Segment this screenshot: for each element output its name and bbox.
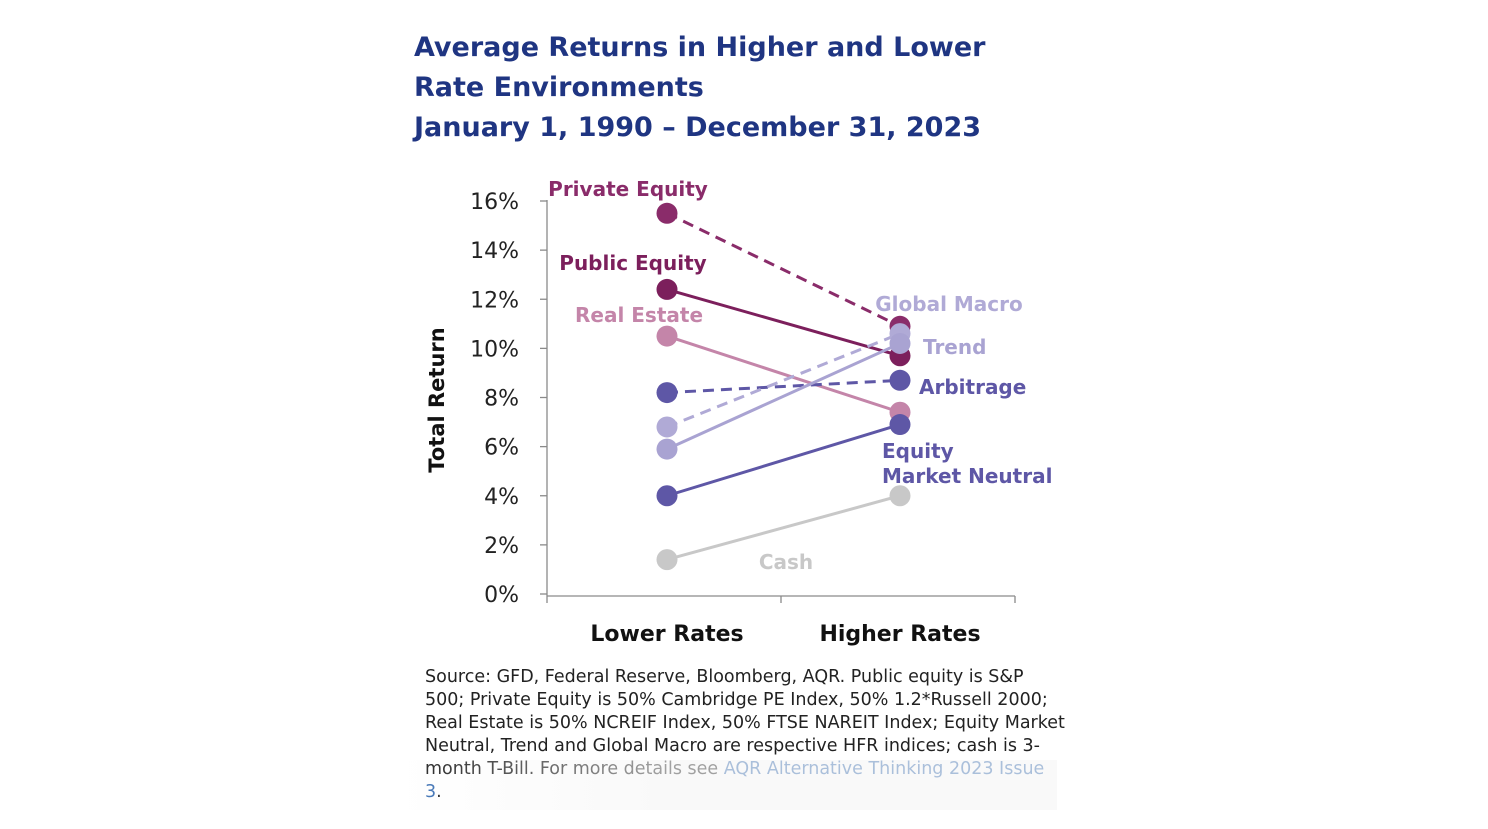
x-category-label: Higher Rates bbox=[819, 622, 980, 647]
y-tick-label: 16% bbox=[470, 190, 519, 215]
series-label: Equity Market Neutral bbox=[882, 439, 1052, 488]
x-category-label: Lower Rates bbox=[590, 622, 743, 647]
data-point bbox=[889, 332, 911, 354]
y-tick-label: 6% bbox=[484, 436, 519, 461]
chart-title: Average Returns in Higher and Lower Rate… bbox=[414, 32, 986, 103]
series-label: Arbitrage bbox=[919, 375, 1026, 399]
series-line bbox=[666, 332, 901, 429]
series-line bbox=[665, 423, 902, 498]
series-label: Global Macro bbox=[875, 292, 1023, 316]
series-label-line: Equity bbox=[882, 439, 954, 463]
y-tick-label: 4% bbox=[484, 485, 519, 510]
series-line bbox=[666, 378, 901, 395]
series-label-line: Arbitrage bbox=[919, 375, 1026, 399]
chart-series-lines bbox=[665, 211, 902, 562]
data-point bbox=[656, 549, 678, 571]
data-point bbox=[656, 382, 678, 404]
data-point bbox=[889, 414, 911, 436]
source-end: . bbox=[436, 782, 442, 802]
data-point bbox=[889, 369, 911, 391]
series-line bbox=[665, 334, 902, 414]
y-tick-label: 10% bbox=[470, 337, 519, 362]
series-label: Real Estate bbox=[575, 303, 703, 327]
y-tick-label: 14% bbox=[470, 239, 519, 264]
series-label-line: Global Macro bbox=[875, 292, 1023, 316]
y-tick-label: 12% bbox=[470, 288, 519, 313]
series-label: Private Equity bbox=[548, 177, 708, 201]
series-label: Cash bbox=[759, 550, 813, 574]
series-label-line: Market Neutral bbox=[882, 464, 1052, 488]
series-line bbox=[665, 494, 902, 562]
series-line bbox=[665, 341, 902, 451]
series-label: Public Equity bbox=[559, 251, 706, 275]
data-point bbox=[656, 278, 678, 300]
y-tick-label: 8% bbox=[484, 387, 519, 412]
series-label-line: Cash bbox=[759, 550, 813, 574]
series-line bbox=[665, 287, 902, 358]
series-line bbox=[666, 211, 901, 328]
source-note: Source: GFD, Federal Reserve, Bloomberg,… bbox=[425, 666, 1065, 804]
data-point bbox=[889, 485, 911, 507]
chart-series-labels: Private Equity Public Equity Real Estate Ar… bbox=[548, 177, 1052, 574]
data-point bbox=[656, 325, 678, 347]
chart-subtitle: January 1, 1990 – December 31, 2023 bbox=[414, 112, 982, 143]
data-point bbox=[656, 438, 678, 460]
series-label: Trend bbox=[923, 335, 986, 359]
chart-series-points bbox=[656, 202, 911, 571]
data-point bbox=[656, 202, 678, 224]
series-label-line: Private Equity bbox=[548, 177, 708, 201]
data-point bbox=[656, 416, 678, 438]
chart-axes: 0% 2% 4% 6% 8% 10% 12% 14% 16% Lower Rates Higher … bbox=[425, 190, 1016, 647]
y-axis-title: Total Return bbox=[425, 327, 449, 472]
series-label-line: Public Equity bbox=[559, 251, 706, 275]
data-point bbox=[656, 485, 678, 507]
series-label-line: Trend bbox=[923, 335, 986, 359]
series-label-line: Real Estate bbox=[575, 303, 703, 327]
y-tick-label: 2% bbox=[484, 534, 519, 559]
y-tick-label: 0% bbox=[484, 583, 519, 608]
